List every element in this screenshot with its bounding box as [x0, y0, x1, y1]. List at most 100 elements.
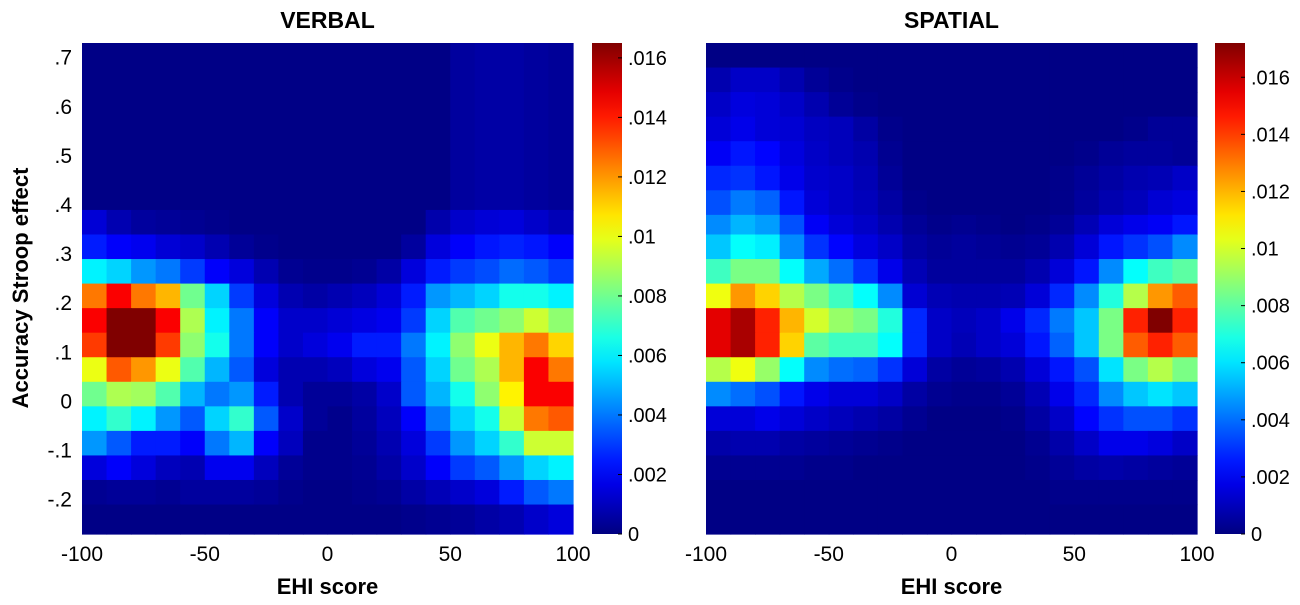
heatmap-cell — [1000, 479, 1026, 506]
heatmap-cell — [450, 455, 476, 481]
heatmap-cell — [253, 381, 279, 407]
heatmap-cell — [204, 504, 230, 535]
heatmap-cell — [278, 406, 304, 432]
heatmap-cell — [474, 43, 500, 211]
heatmap-cell — [376, 259, 402, 285]
heatmap-cell — [253, 308, 279, 334]
heatmap-cell — [1123, 479, 1149, 506]
heatmap-cell — [155, 308, 181, 334]
heatmap-cell — [926, 165, 953, 191]
heatmap-cell — [352, 308, 378, 334]
heatmap-cell — [401, 504, 427, 535]
heatmap-cell — [229, 357, 255, 383]
heatmap-cell — [204, 332, 230, 358]
heatmap-cell — [755, 504, 781, 535]
heatmap-cell — [180, 43, 206, 211]
heatmap-cell — [1049, 406, 1075, 432]
x-tick-label: -100 — [685, 543, 727, 566]
heatmap-cell — [180, 406, 206, 432]
chart-title: SPATIAL — [904, 7, 999, 33]
heatmap-cell — [828, 116, 854, 142]
heatmap-cell — [1000, 141, 1026, 167]
heatmap-cell — [253, 357, 279, 383]
heatmap-cell — [706, 92, 732, 118]
heatmap-cell — [976, 430, 1002, 457]
heatmap-cell — [1123, 165, 1149, 191]
heatmap-cell — [450, 357, 476, 383]
heatmap-cell — [352, 430, 378, 457]
heatmap-cell — [548, 259, 574, 285]
heatmap-cell — [1074, 43, 1100, 69]
heatmap-cell — [951, 381, 977, 407]
heatmap-cell — [877, 116, 903, 142]
heatmap-cell — [106, 308, 132, 334]
x-axis-label: EHI score — [277, 574, 379, 599]
heatmap-cell — [82, 455, 108, 481]
heatmap-cell — [302, 357, 329, 383]
heatmap-cell — [131, 234, 157, 260]
heatmap-cell — [877, 381, 903, 407]
heatmap-cell — [779, 141, 805, 167]
colorbar-tick-label: .006 — [628, 345, 667, 367]
heatmap-cell — [401, 308, 427, 334]
heatmap-cell — [253, 455, 279, 481]
heatmap-cell — [926, 116, 953, 142]
heatmap-cell — [352, 357, 378, 383]
heatmap-cell — [401, 283, 427, 309]
heatmap-cell — [474, 357, 500, 383]
heatmap-cell — [1098, 141, 1124, 167]
heatmap-cell — [804, 479, 830, 506]
heatmap-cell — [1172, 234, 1198, 260]
heatmap-cell — [730, 116, 756, 142]
heatmap-cell — [499, 308, 525, 334]
heatmap-cell — [548, 406, 574, 432]
heatmap-cell — [401, 479, 427, 506]
heatmap-cell — [828, 190, 854, 216]
heatmap-cell — [926, 234, 953, 260]
heatmap-cell — [106, 259, 132, 285]
heatmap-cell — [376, 283, 402, 309]
heatmap-cell — [327, 308, 353, 334]
heatmap-cell — [523, 332, 550, 358]
heatmap-cell — [450, 504, 476, 535]
heatmap-cell — [376, 455, 402, 481]
heatmap-cell — [902, 214, 928, 236]
colorbar — [592, 43, 622, 534]
heatmap-cell — [828, 92, 854, 118]
heatmap-cell — [523, 234, 550, 260]
heatmap-cell — [450, 234, 476, 260]
heatmap-cell — [755, 234, 781, 260]
heatmap-cell — [1123, 504, 1149, 535]
heatmap-cell — [926, 479, 953, 506]
heatmap-cell — [755, 357, 781, 383]
heatmap-cell — [877, 332, 903, 358]
heatmap-cell — [1025, 43, 1051, 69]
heatmap-cell — [1098, 308, 1124, 334]
heatmap-cell — [548, 381, 574, 407]
heatmap-cell — [926, 430, 953, 457]
heatmap-cell — [1025, 165, 1051, 191]
heatmap-cell — [755, 455, 781, 481]
heatmap-cell — [155, 209, 181, 236]
heatmap-cell — [155, 357, 181, 383]
heatmap-cell — [1147, 234, 1174, 260]
heatmap-cell — [951, 214, 977, 236]
heatmap-cell — [1123, 308, 1149, 334]
heatmap-cell — [853, 214, 879, 236]
heatmap-cell — [499, 381, 525, 407]
heatmap-cell — [204, 430, 230, 457]
heatmap-cell — [877, 234, 903, 260]
heatmap-cell — [523, 283, 550, 309]
heatmap-cell — [523, 308, 550, 334]
heatmap-cell — [180, 357, 206, 383]
heatmap-cell — [926, 283, 953, 309]
heatmap-cell — [706, 381, 732, 407]
heatmap-cell — [376, 406, 402, 432]
x-tick-label: -100 — [61, 543, 103, 566]
heatmap-cell — [1147, 214, 1174, 236]
heatmap-cell — [828, 43, 854, 69]
heatmap-cell — [229, 283, 255, 309]
heatmap-cell — [1172, 332, 1198, 358]
heatmap-cell — [828, 234, 854, 260]
heatmap-cell — [229, 406, 255, 432]
